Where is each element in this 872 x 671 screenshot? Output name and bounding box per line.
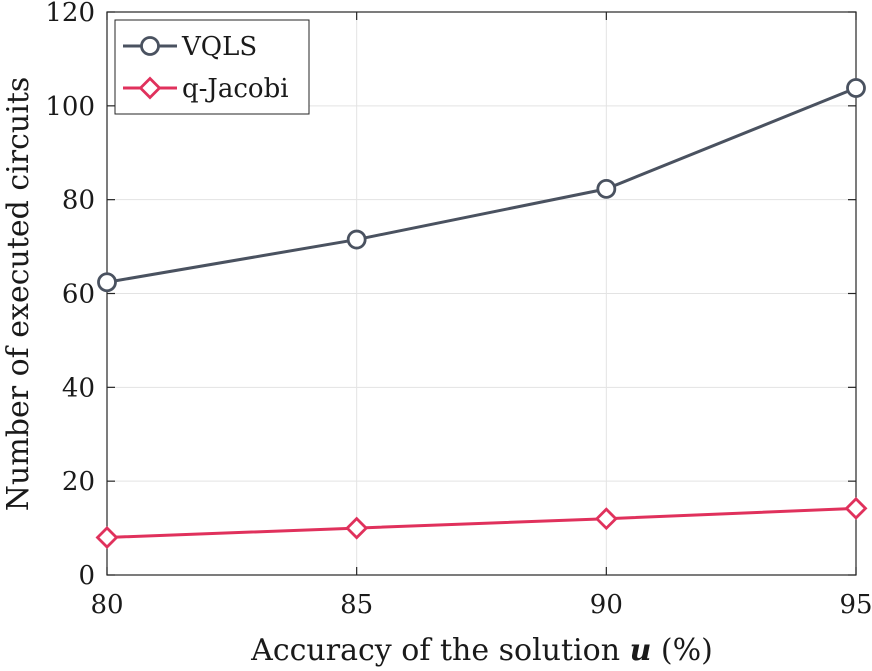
y-tick-label: 120 [45, 0, 95, 28]
x-axis-label: Accuracy of the solution u (%) [250, 633, 713, 668]
data-point [346, 229, 367, 250]
y-axis-label: Number of executed circuits [1, 77, 36, 512]
y-tick-label: 40 [62, 373, 95, 403]
data-point [95, 525, 119, 549]
x-tick-label: 80 [90, 590, 123, 620]
legend-label: VQLS [181, 32, 257, 62]
y-tick-label: 80 [62, 186, 95, 216]
legend-marker [138, 76, 162, 100]
x-axis-label-unit: (%) [651, 633, 712, 668]
y-tick-label: 20 [62, 467, 95, 497]
x-axis-label-variable: u [630, 633, 652, 668]
data-point [594, 507, 618, 531]
x-tick-label: 85 [340, 590, 373, 620]
data-point [596, 178, 617, 199]
series-line [106, 506, 857, 539]
y-tick-label: 0 [78, 561, 95, 591]
x-axis-label-main: Accuracy of the solution [250, 633, 629, 668]
series-line [106, 86, 857, 284]
plot-frame [106, 11, 857, 576]
legend-item: q-Jacobi [123, 74, 289, 104]
series-layer [95, 78, 868, 549]
data-point [345, 516, 369, 540]
legend-label: q-Jacobi [182, 74, 289, 104]
x-tick-labels: 80 85 90 95 [90, 590, 872, 620]
data-point [97, 272, 117, 293]
legend-box [114, 19, 310, 115]
legend-marker [140, 36, 160, 56]
x-tick-label: 95 [839, 590, 872, 620]
y-tick-label: 60 [62, 280, 95, 310]
series-vqls [97, 78, 866, 293]
data-point [846, 78, 866, 98]
series-q-jacobi [95, 496, 868, 549]
legend: VQLS q-Jacobi [114, 19, 310, 115]
x-tick-label: 90 [590, 590, 623, 620]
data-point [844, 496, 868, 520]
y-tick-label: 100 [45, 92, 95, 122]
legend-item: VQLS [123, 32, 257, 62]
y-tick-labels: 0 20 40 60 80 100 120 [45, 0, 95, 591]
